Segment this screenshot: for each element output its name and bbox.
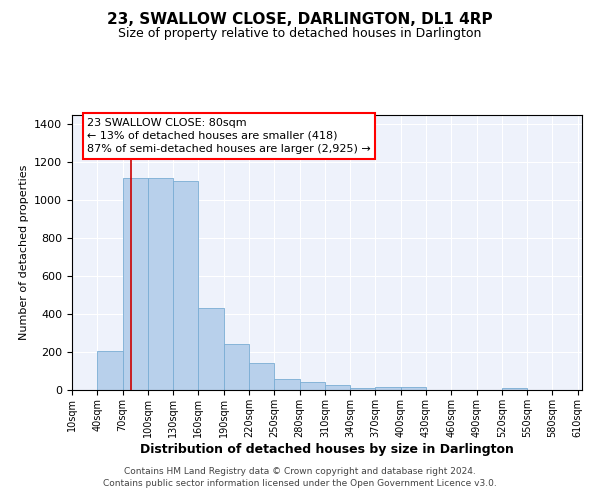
Text: Size of property relative to detached houses in Darlington: Size of property relative to detached ho… <box>118 28 482 40</box>
Bar <box>299 382 325 390</box>
Bar <box>274 379 299 390</box>
Y-axis label: Number of detached properties: Number of detached properties <box>19 165 29 340</box>
Text: Contains HM Land Registry data © Crown copyright and database right 2024.
Contai: Contains HM Land Registry data © Crown c… <box>103 466 497 487</box>
Bar <box>122 178 148 390</box>
Bar <box>173 182 199 390</box>
Bar <box>224 344 249 390</box>
Bar <box>401 387 426 390</box>
Bar <box>148 178 173 390</box>
Text: 23, SWALLOW CLOSE, DARLINGTON, DL1 4RP: 23, SWALLOW CLOSE, DARLINGTON, DL1 4RP <box>107 12 493 28</box>
Bar <box>502 388 527 390</box>
Bar <box>249 362 274 390</box>
Bar <box>97 350 122 390</box>
X-axis label: Distribution of detached houses by size in Darlington: Distribution of detached houses by size … <box>140 442 514 456</box>
Text: 23 SWALLOW CLOSE: 80sqm
← 13% of detached houses are smaller (418)
87% of semi-d: 23 SWALLOW CLOSE: 80sqm ← 13% of detache… <box>88 118 371 154</box>
Bar <box>199 308 224 390</box>
Bar <box>350 388 376 390</box>
Bar <box>376 387 401 390</box>
Bar <box>325 386 350 390</box>
